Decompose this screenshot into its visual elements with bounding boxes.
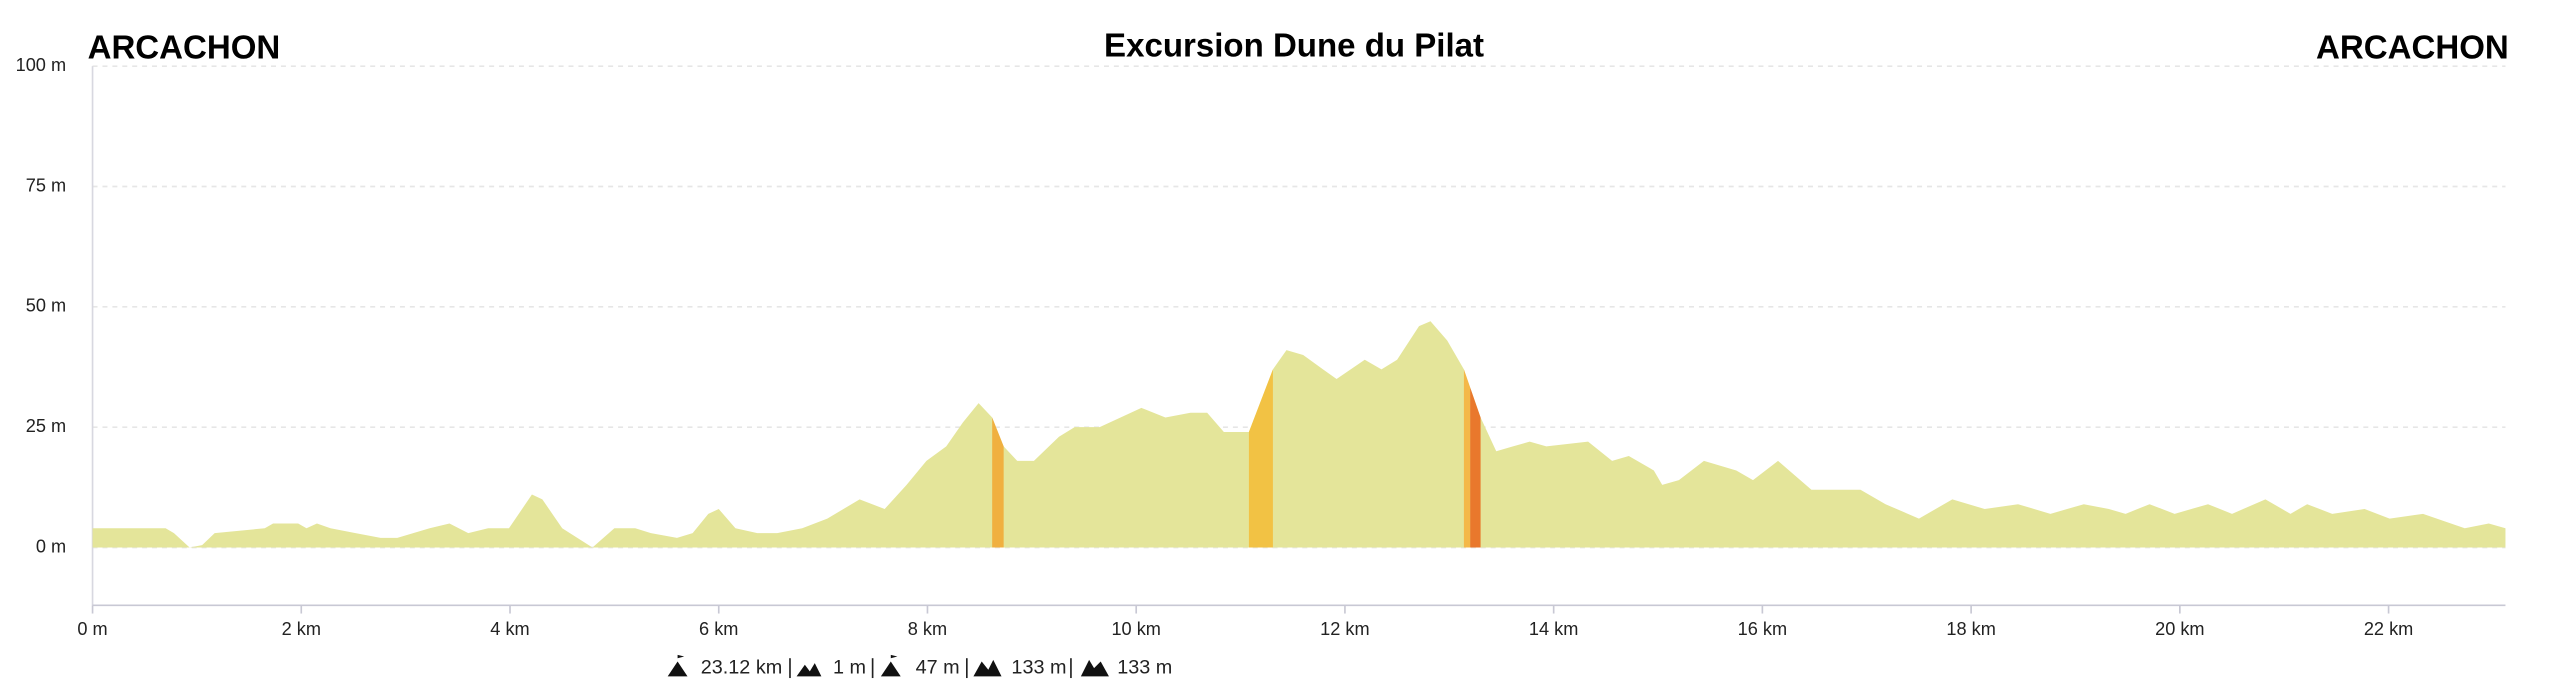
- x-tick-label: 0 m: [77, 619, 107, 639]
- stat-value: 133 m: [1117, 656, 1172, 678]
- start-label: ARCACHON: [88, 29, 281, 66]
- y-tick-label: 0 m: [36, 536, 66, 556]
- x-tick-label: 4 km: [490, 619, 529, 639]
- stat-value: 1 m: [833, 656, 866, 678]
- down-icon: [1080, 659, 1109, 677]
- max-icon: [880, 654, 901, 677]
- x-tick-label: 16 km: [1738, 619, 1787, 639]
- x-tick-label: 6 km: [699, 619, 738, 639]
- y-tick-label: 25 m: [26, 416, 66, 436]
- stat-value: 23.12 km: [701, 656, 783, 678]
- y-tick-label: 75 m: [26, 175, 66, 195]
- ascent-icon: [796, 663, 822, 677]
- end-label: ARCACHON: [2316, 29, 2509, 66]
- stat-icons: [667, 654, 1109, 677]
- steep-segment: [1248, 369, 1273, 548]
- x-tick-label: 10 km: [1111, 619, 1160, 639]
- chart-title: Excursion Dune du Pilat: [1104, 28, 1484, 65]
- elevation-area: [92, 321, 2506, 548]
- x-tick-label: 20 km: [2155, 619, 2204, 639]
- x-tick-label: 12 km: [1320, 619, 1369, 639]
- y-tick-label: 100 m: [16, 55, 66, 75]
- y-tick-label: 50 m: [26, 296, 66, 316]
- steep-segment: [1463, 369, 1471, 548]
- x-tick-label: 22 km: [2364, 619, 2413, 639]
- up-icon: [973, 659, 1002, 677]
- x-tick-label: 18 km: [1946, 619, 1995, 639]
- stat-value: 47 m: [916, 656, 960, 678]
- steep-segment: [992, 417, 1004, 548]
- distance-icon: [667, 654, 688, 677]
- x-tick-label: 2 km: [282, 619, 321, 639]
- x-tick-label: 14 km: [1529, 619, 1578, 639]
- stat-value: 133 m: [1011, 656, 1066, 678]
- x-tick-label: 8 km: [908, 619, 947, 639]
- steep-segment: [1470, 387, 1481, 548]
